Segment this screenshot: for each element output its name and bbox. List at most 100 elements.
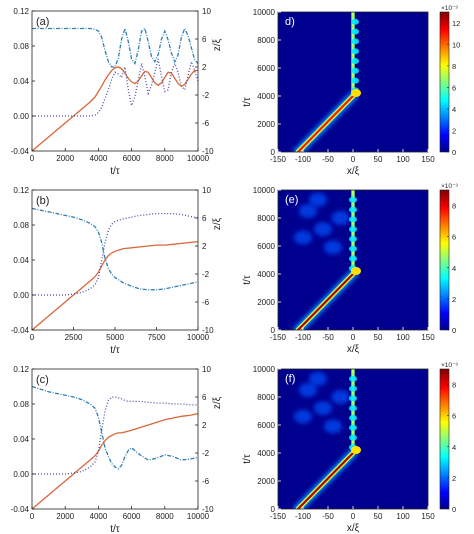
y-tick-label: 6000 (257, 64, 275, 73)
y-tick-label: 6000 (257, 242, 275, 251)
y-tick-label: 10000 (253, 365, 276, 374)
x-axis-label: x/ξ (347, 344, 360, 355)
y-left-tick-label: 0.00 (13, 112, 29, 121)
y-axis-label: t/τ (242, 454, 253, 464)
y-tick-label: 8000 (257, 214, 275, 223)
radiation-blob (314, 401, 332, 416)
x-axis-label: t/τ (110, 166, 120, 177)
y-right-tick-label: 6 (202, 393, 207, 402)
oscillation-lobe (349, 216, 357, 223)
series-orange-solid (31, 240, 199, 331)
series-orange-solid (31, 412, 199, 510)
y-tick-label: 10000 (253, 186, 276, 195)
heatmap-panel-f: -150 -100 -50 0 50 100 150 0 2000 4000 6000 8000 100… (242, 362, 458, 534)
y-left-tick-label: 0.08 (13, 400, 29, 409)
y-left-tick-label: -0.04 (11, 505, 30, 514)
y-right-axis-label: z/ξ (212, 396, 223, 409)
y-left-tick-label: -0.04 (11, 326, 30, 335)
x-tick-label: 8000 (156, 512, 174, 521)
x-tick-label: 0 (30, 512, 35, 521)
x-tick-label: -50 (322, 333, 334, 342)
series-blue-dashdot (32, 26, 199, 68)
y-left-tick-label: 0.00 (13, 470, 29, 479)
radiation-blob (299, 383, 317, 397)
colorbar-multiplier: ×10⁻³ (441, 362, 458, 369)
oscillation-lobe (351, 58, 359, 64)
y-left-tick-label: 0.08 (13, 221, 29, 230)
x-tick-label: 10000 (187, 154, 210, 163)
panel-label: (c) (36, 374, 49, 386)
radiation-blob (309, 371, 327, 386)
series-blue-dashdot (31, 207, 199, 291)
y-tick-label: 4000 (257, 270, 275, 279)
y-right-tick-label: 6 (202, 35, 207, 44)
y-right-tick-label: 2 (202, 63, 207, 72)
panel-label: (e) (285, 194, 298, 206)
y-axis-label: t/τ (242, 275, 253, 285)
x-tick-label: 5000 (106, 333, 124, 342)
colorbar-tick-label: 2 (452, 126, 456, 135)
colorbar-multiplier: ×10⁻³ (441, 183, 458, 190)
oscillation-lobe (351, 77, 359, 84)
y-left-tick-label: -0.04 (11, 147, 30, 156)
x-tick-label: 7500 (148, 333, 166, 342)
collision-spot (351, 446, 361, 454)
collision-spot (351, 89, 361, 97)
oscillation-lobe (349, 226, 357, 233)
x-tick-label: -150 (270, 333, 287, 342)
radiation-blob (294, 230, 312, 245)
oscillation-lobe (349, 434, 357, 441)
y-tick-label: 8000 (257, 36, 275, 45)
oscillation-lobe (349, 424, 357, 431)
y-right-tick-label: -6 (202, 477, 210, 486)
radiation-blob (299, 204, 317, 218)
radiation-blob (324, 240, 342, 255)
y-right-tick-label: -2 (202, 449, 210, 458)
oscillation-lobe (351, 28, 359, 35)
colorbar-tick-label: 8 (452, 381, 456, 390)
colorbar (439, 368, 450, 510)
collision-spot (351, 267, 361, 275)
radiation-blob (294, 409, 312, 424)
oscillation-lobe (351, 48, 359, 55)
series-dotted (32, 58, 199, 117)
y-right-tick-label: -2 (202, 91, 210, 100)
x-axis-label: t/τ (110, 345, 120, 356)
colorbar-tick-label: 8 (452, 62, 456, 71)
colorbar-tick-label: 8 (452, 202, 456, 211)
x-tick-label: 10000 (187, 333, 210, 342)
x-tick-label: 6000 (123, 512, 141, 521)
panel-label: (b) (36, 195, 49, 207)
x-tick-label: 50 (374, 155, 383, 164)
x-axis-label: x/ξ (347, 523, 360, 534)
colorbar-tick-label: 4 (452, 105, 456, 114)
x-tick-label: -100 (295, 333, 312, 342)
colorbar-tick-label: 12 (452, 19, 460, 28)
x-tick-label: 100 (396, 512, 410, 521)
oscillation-lobe (349, 415, 357, 421)
trajectory-core (296, 272, 355, 330)
x-tick-label: 150 (421, 155, 435, 164)
y-left-tick-label: 0.04 (13, 77, 29, 86)
radiation-blob (324, 419, 342, 434)
oscillation-lobe (349, 245, 357, 252)
y-tick-label: 0 (271, 148, 276, 157)
y-right-tick-label: -10 (202, 326, 214, 335)
x-tick-label: 150 (421, 512, 435, 521)
y-left-tick-label: 0.12 (13, 186, 29, 195)
oscillation-lobe (349, 196, 357, 203)
colorbar (439, 189, 450, 331)
radiation-blob (314, 222, 332, 237)
y-left-tick-label: 0.08 (13, 42, 29, 51)
line-panel-c: 0 2000 4000 6000 8000 10000 -0.04 0.00 0.04 0.08 0… (11, 365, 223, 534)
heatmap-field (293, 190, 361, 330)
y-right-tick-label: -10 (202, 505, 214, 514)
y-left-tick-label: 0.12 (13, 7, 29, 16)
y-axis-label: t/τ (242, 97, 253, 107)
series-dotted (32, 212, 199, 296)
colorbar-tick-label: 6 (452, 412, 456, 421)
colorbar-tick-label: 2 (452, 295, 456, 304)
y-tick-label: 6000 (257, 421, 275, 430)
y-tick-label: 2000 (257, 477, 275, 486)
y-tick-label: 2000 (257, 120, 275, 129)
